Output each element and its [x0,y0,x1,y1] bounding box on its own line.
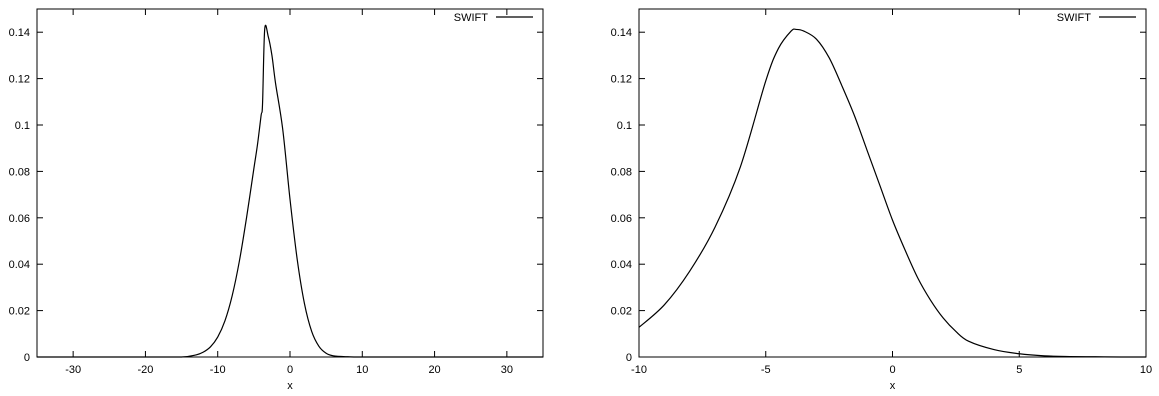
y-tick-label: 0 [626,352,632,364]
x-tick-label: 20 [428,364,440,376]
series-line-swift [638,28,1146,358]
x-tick-label: -10 [631,364,647,376]
y-tick-label: 0.1 [617,120,632,132]
y-tick-label: 0.06 [9,213,30,225]
x-tick-label: 10 [356,364,368,376]
y-tick-label: 0.04 [611,259,632,271]
y-tick-label: 0 [24,352,30,364]
y-tick-label: 0.14 [9,27,30,39]
x-tick-label: -10 [210,364,226,376]
y-tick-label: 0.06 [611,213,632,225]
series-line-swift [37,24,543,358]
x-axis-label: x [287,380,293,392]
x-tick-label: 30 [501,364,513,376]
legend-label: SWIFT [1057,12,1091,24]
x-tick-label: -5 [761,364,771,376]
x-tick-label: -20 [137,364,153,376]
y-tick-label: 0.08 [9,166,30,178]
y-tick-label: 0.02 [9,306,30,318]
x-tick-label: 0 [287,364,293,376]
chart-panel-2: 0 0.02 0.04 0.06 0.08 0.1 0.12 0.14 -10 -5 0 5 10 x SW… [611,8,1152,392]
legend-label: SWIFT [454,12,488,24]
x-tick-label: 10 [1140,364,1152,376]
x-tick-label: -30 [65,364,81,376]
chart-panel-1: 0 0.02 0.04 0.06 0.08 0.1 0.12 0.14 -30 -20 -10 0 10… [9,8,544,392]
plot-frame [36,8,544,358]
y-tick-label: 0.12 [611,74,632,86]
y-tick-label: 0.14 [611,27,632,39]
y-tick-label: 0.02 [611,306,632,318]
plot-frame [638,8,1147,358]
y-tick-label: 0.12 [9,74,30,86]
y-tick-label: 0.1 [15,120,30,132]
y-tick-label: 0.08 [611,166,632,178]
x-axis-label: x [890,380,896,392]
x-tick-label: 0 [889,364,895,376]
y-tick-label: 0.04 [9,259,30,271]
x-tick-label: 5 [1016,364,1022,376]
